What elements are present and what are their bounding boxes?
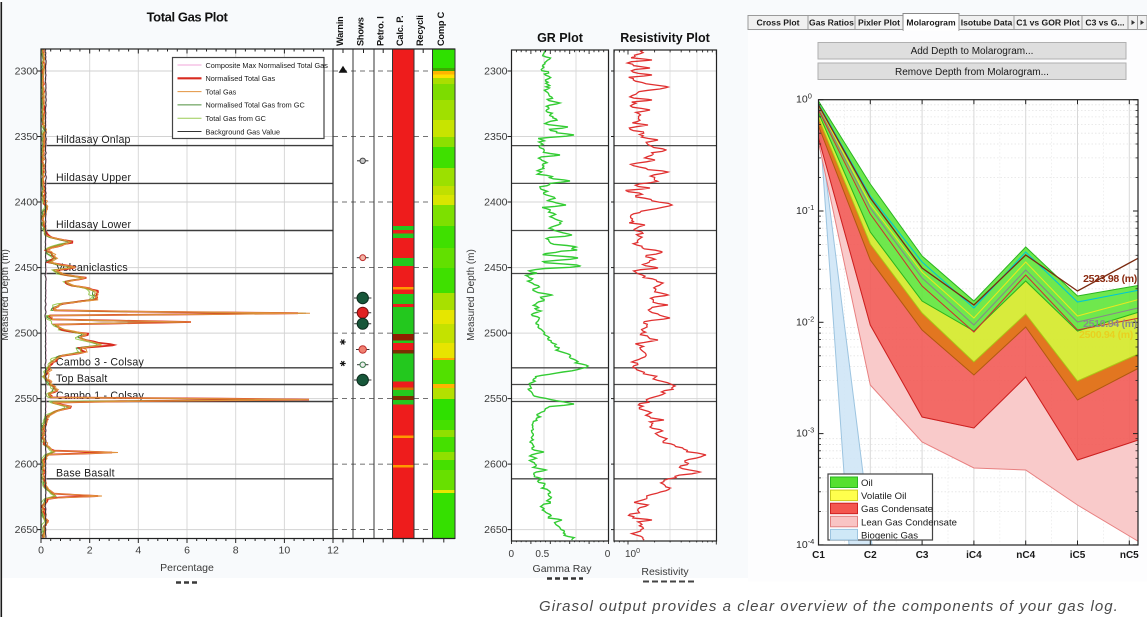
svg-text:Recycli: Recycli — [415, 15, 425, 46]
svg-text:Gas Condensate: Gas Condensate — [861, 504, 933, 515]
svg-text:Percentage: Percentage — [160, 562, 214, 574]
svg-text:Normalised Total Gas: Normalised Total Gas — [206, 74, 276, 83]
svg-text:2650: 2650 — [15, 524, 39, 536]
svg-text:Total Gas from GC: Total Gas from GC — [206, 114, 266, 123]
svg-text:Top Basalt: Top Basalt — [56, 373, 107, 385]
svg-text:Shows: Shows — [356, 17, 366, 46]
svg-text:Background Gas Value: Background Gas Value — [206, 127, 281, 136]
svg-text:Lean Gas Condensate: Lean Gas Condensate — [861, 517, 957, 528]
svg-text:2500: 2500 — [15, 328, 39, 340]
svg-text:2350: 2350 — [484, 131, 508, 143]
svg-text:Remove Depth from Molarogram..: Remove Depth from Molarogram... — [895, 67, 1049, 78]
svg-text:Girasol output provides a clea: Girasol output provides a clear overview… — [539, 598, 1119, 615]
svg-text:C2: C2 — [864, 550, 877, 561]
svg-text:2550: 2550 — [484, 393, 508, 405]
svg-text:8: 8 — [233, 545, 239, 557]
svg-text:2600: 2600 — [15, 459, 39, 471]
svg-text:C1: C1 — [812, 550, 825, 561]
svg-text:C3: C3 — [916, 550, 929, 561]
svg-text:nC4: nC4 — [1016, 550, 1035, 561]
svg-text:2450: 2450 — [484, 262, 508, 274]
svg-text:Cross Plot: Cross Plot — [757, 17, 800, 27]
svg-text:Pixler Plot: Pixler Plot — [858, 17, 900, 27]
svg-text:Cambo 1 - Colsay: Cambo 1 - Colsay — [56, 390, 144, 402]
svg-text:Gas Ratios: Gas Ratios — [809, 17, 854, 27]
svg-text:Comp C: Comp C — [436, 11, 446, 46]
svg-text:0: 0 — [38, 545, 44, 557]
svg-text:2550: 2550 — [15, 393, 39, 405]
svg-text:Total Gas Plot: Total Gas Plot — [147, 10, 229, 25]
svg-text:GR Plot: GR Plot — [537, 31, 584, 45]
svg-text:Resistivity Plot: Resistivity Plot — [620, 31, 710, 45]
svg-text:6: 6 — [184, 545, 190, 557]
svg-text:2500: 2500 — [484, 328, 508, 340]
svg-text:2400: 2400 — [15, 197, 39, 209]
svg-text:2300: 2300 — [15, 66, 39, 78]
svg-text:4: 4 — [135, 545, 141, 557]
svg-text:C1 vs GOR Plot: C1 vs GOR Plot — [1016, 17, 1080, 27]
svg-text:2650: 2650 — [484, 524, 508, 536]
svg-text:2500.94 (m): 2500.94 (m) — [1079, 329, 1133, 341]
svg-text:Warnin: Warnin — [335, 16, 345, 46]
svg-text:Hildasay Lower: Hildasay Lower — [56, 219, 131, 231]
svg-text:Petro. I: Petro. I — [376, 16, 386, 46]
svg-text:Isotube Data: Isotube Data — [961, 17, 1013, 27]
svg-text:Add Depth to Molarogram...: Add Depth to Molarogram... — [911, 46, 1034, 57]
svg-text:2350: 2350 — [15, 131, 39, 143]
svg-text:2300: 2300 — [484, 66, 508, 78]
svg-text:2: 2 — [87, 545, 93, 557]
svg-text:Volatile Oil: Volatile Oil — [861, 491, 906, 502]
svg-text:Total Gas: Total Gas — [206, 87, 237, 96]
svg-text:iC5: iC5 — [1070, 550, 1086, 561]
svg-text:Resistivity: Resistivity — [641, 566, 689, 578]
svg-text:nC5: nC5 — [1120, 550, 1139, 561]
svg-text:Cambo 3 - Colsay: Cambo 3 - Colsay — [56, 356, 144, 368]
svg-text:Measured Depth (m): Measured Depth (m) — [466, 249, 477, 341]
svg-text:0: 0 — [509, 549, 515, 560]
svg-text:Composite Max Normalised Total: Composite Max Normalised Total Gas — [206, 61, 329, 70]
svg-text:0: 0 — [605, 549, 611, 560]
svg-text:Oil: Oil — [861, 478, 873, 489]
svg-text:C3 vs G...: C3 vs G... — [1085, 17, 1124, 27]
svg-text:2600: 2600 — [484, 459, 508, 471]
svg-text:12: 12 — [327, 545, 339, 557]
svg-text:Volcaniclastics: Volcaniclastics — [56, 262, 128, 274]
svg-text:Base Basalt: Base Basalt — [56, 467, 115, 479]
svg-text:2510.94 (m): 2510.94 (m) — [1083, 318, 1137, 330]
svg-text:2523.98 (m): 2523.98 (m) — [1083, 273, 1137, 285]
svg-text:Hildasay Onlap: Hildasay Onlap — [56, 134, 131, 146]
svg-text:iC4: iC4 — [966, 550, 982, 561]
svg-text:Hildasay Upper: Hildasay Upper — [56, 172, 131, 184]
svg-text:Molarogram: Molarogram — [906, 17, 956, 27]
svg-text:Normalised Total Gas from GC: Normalised Total Gas from GC — [206, 101, 305, 110]
svg-text:0.5: 0.5 — [535, 549, 549, 560]
svg-text:2450: 2450 — [15, 262, 39, 274]
svg-text:Measured Depth (m): Measured Depth (m) — [0, 249, 11, 341]
svg-text:Biogenic Gas: Biogenic Gas — [861, 530, 918, 541]
svg-text:2400: 2400 — [484, 197, 508, 209]
svg-text:Calc. P.: Calc. P. — [395, 16, 405, 46]
svg-text:10: 10 — [279, 545, 291, 557]
svg-text:Gamma Ray: Gamma Ray — [533, 563, 593, 575]
